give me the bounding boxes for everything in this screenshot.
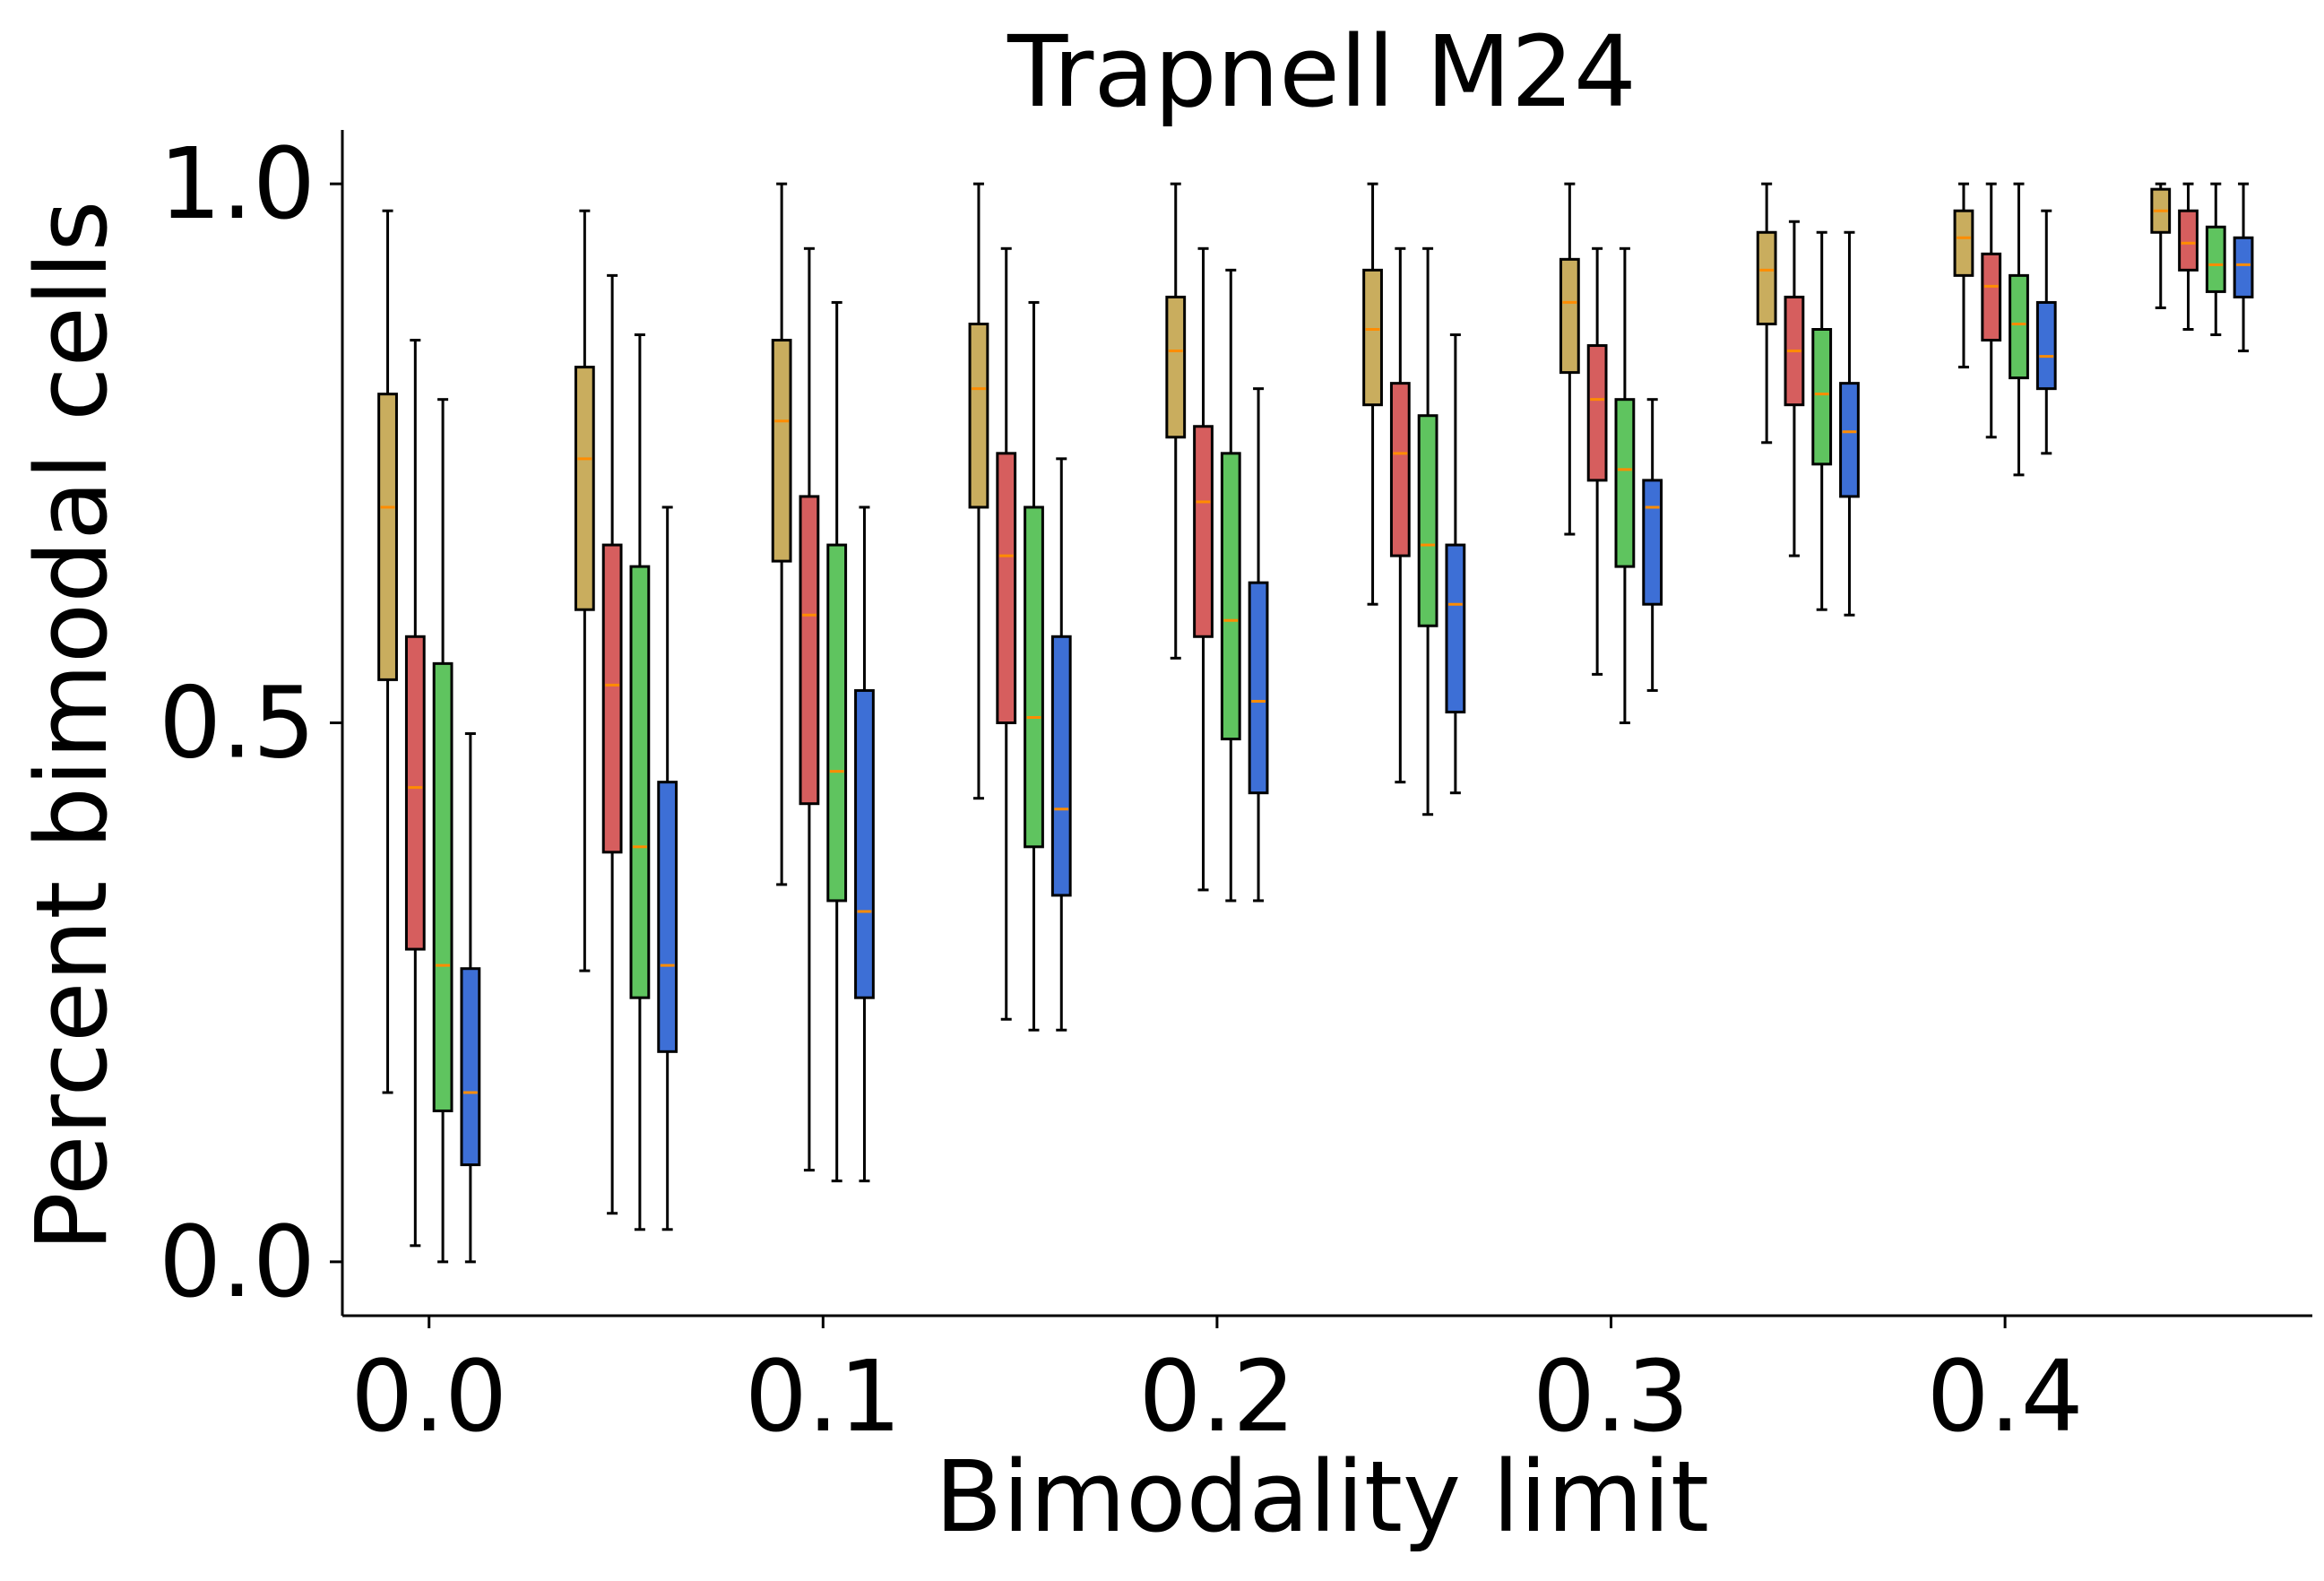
axes-layer: 0.0 0.1 0.2 0.3 0.4 0.0 0.5 1.0 <box>159 126 2312 1454</box>
box <box>2035 300 2057 391</box>
box <box>1839 382 1860 498</box>
box <box>1050 635 1072 897</box>
box <box>996 452 1017 724</box>
boxes-layer <box>377 182 2254 1264</box>
box <box>1165 295 1187 439</box>
box <box>460 967 481 1167</box>
box <box>2178 209 2199 272</box>
y-tick-label: 0.0 <box>159 1205 315 1319</box>
y-axis-label: Percent bimodal cells <box>14 200 129 1251</box>
box <box>854 688 875 999</box>
x-tick-label: 0.1 <box>745 1339 902 1454</box>
box <box>826 543 848 903</box>
box <box>1614 398 1636 568</box>
box <box>657 781 678 1053</box>
box <box>1953 209 1974 277</box>
box <box>799 495 820 806</box>
box <box>1362 268 1383 407</box>
box <box>1642 479 1663 606</box>
box <box>1981 252 2002 342</box>
box <box>2205 225 2226 293</box>
box <box>2233 236 2254 298</box>
box <box>377 393 398 681</box>
box <box>601 543 623 854</box>
box <box>1756 230 1777 325</box>
y-tick-label: 1.0 <box>159 126 315 241</box>
box <box>1248 581 1269 795</box>
box <box>1559 257 1580 375</box>
x-tick-label: 0.0 <box>350 1339 507 1454</box>
box <box>629 565 651 999</box>
box <box>1220 452 1241 741</box>
box <box>432 661 454 1112</box>
box <box>771 339 792 563</box>
box <box>1417 414 1438 627</box>
y-tick-label: 0.5 <box>159 666 315 781</box>
box <box>404 635 426 951</box>
box <box>1811 328 1833 466</box>
box <box>574 366 595 611</box>
chart-title: Trapnell M24 <box>1006 14 1637 129</box>
x-tick-label: 0.3 <box>1533 1339 1689 1454</box>
box <box>1193 425 1214 638</box>
x-axis-label: Bimodality limit <box>935 1439 1709 1554</box>
box <box>1024 505 1044 849</box>
box <box>2009 273 2029 380</box>
box <box>1445 543 1466 713</box>
x-tick-label: 0.2 <box>1138 1339 1295 1454</box>
box <box>968 322 989 509</box>
box <box>1586 344 1608 482</box>
x-tick-label: 0.4 <box>1927 1339 2084 1454</box>
box <box>1389 382 1411 557</box>
